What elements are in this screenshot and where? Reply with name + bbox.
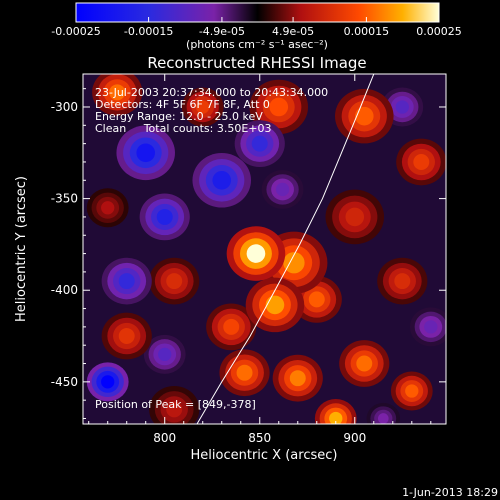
heatmap-cell [101,201,115,215]
colorbar-tick-label: 0.00015 [344,25,390,38]
heatmap-blob [272,354,323,402]
annotation-energy: Energy Range: 12.0 - 25.0 keV [95,110,263,123]
heatmap-blob [149,385,200,424]
footer-date: 1-Jun-2013 18:29 [402,486,498,499]
heatmap-cell [246,244,266,263]
heatmap-cell [345,207,365,227]
x-tick-label: 850 [248,431,271,445]
heatmap-cell [377,413,389,424]
heatmap-cell [212,170,232,190]
heatmap-blob [86,362,129,402]
colorbar-tick-label: -0.00015 [124,25,173,38]
heatmap [86,74,446,424]
y-axis-label: Heliocentric Y (arcsec) [14,176,29,322]
heatmap-blob [149,257,200,305]
heatmap-blob [206,303,257,351]
heatmap-cell [101,375,115,389]
heatmap-blob [245,277,305,333]
heatmap-cell [424,320,438,334]
heatmap-blob [390,371,433,411]
heatmap-blob [86,188,129,228]
chart-title: Reconstructed RHESSI Image [147,54,366,72]
y-tick-label: -350 [51,192,78,206]
annotation-counts: Clean Total counts: 3.50E+03 [95,122,272,135]
colorbar-tick-label: -4.9e-05 [199,25,245,38]
heatmap-blob [234,120,285,168]
heatmap-blob [339,340,390,387]
heatmap-cell [156,208,173,225]
solar-limb-line [196,74,375,424]
heatmap-cell [265,295,285,315]
heatmap-blob [101,312,152,360]
heatmap-cell [166,273,183,290]
heatmap-blob [314,399,357,424]
heatmap-cell [289,370,306,387]
heatmap-blob [92,74,143,116]
heatmap-cell [308,291,325,308]
heatmap-cell [118,273,135,290]
y-tick-label: -450 [51,375,78,389]
y-tick-label: -400 [51,283,78,297]
colorbar-tick-label: 4.9e-05 [272,25,314,38]
heatmap-cell [109,84,126,101]
heatmap-blob [396,138,446,186]
heatmap-blob [226,226,286,281]
heatmap-cell [329,411,343,424]
peak-position-label: Position of Peak = [849,-378] [95,398,256,411]
heatmap-cell [275,182,290,197]
heatmap-cell [118,328,135,345]
heatmap-blob [261,169,304,209]
heatmap-blob [139,193,190,241]
heatmap-cell [166,401,183,418]
colorbar-strip [75,2,440,23]
heatmap-blob [101,257,152,305]
heatmap-cell [136,143,156,163]
heatmap-cell [413,153,430,170]
heatmap-cell [394,273,411,290]
heatmap-cell [283,252,305,274]
heatmap-blob [325,189,385,245]
annotation-block: 23-Jul-2003 20:37:34.000 to 20:43:34.000… [95,86,328,135]
heatmap-cell [158,347,172,362]
heatmap-cell [251,135,268,152]
heatmap-blob [335,88,394,144]
colorbar-tick-label: -0.00025 [51,25,100,38]
heatmap-blob [219,349,270,397]
heatmap-blob [192,153,252,208]
x-tick-label: 800 [153,431,176,445]
heatmap-cell [354,106,374,126]
heatmap-cell [236,364,253,381]
heatmap-blob [181,87,224,127]
heatmap-cell [405,384,419,398]
colorbar: -0.00025 -0.00015 -4.9e-05 4.9e-05 0.00015 0.… [51,2,462,51]
heatmap-blob [409,307,446,347]
x-tick-label: 900 [343,431,366,445]
colorbar-ticks: -0.00025 -0.00015 -4.9e-05 4.9e-05 0.00015 0.… [51,17,462,38]
heatmap-blob [116,125,175,181]
plot-area: 800 850 900 -300 -350 -400 -450 23-Jul-2003 20… [51,73,447,445]
heatmap-cell [395,100,409,114]
heatmap-cell [269,97,289,117]
x-axis-label: Heliocentric X (arcsec) [191,448,338,463]
y-tick-label: -300 [51,100,78,114]
axis-ticks: 800 850 900 -300 -350 -400 -450 [51,74,446,445]
heatmap-cell [223,318,240,335]
heatmap-blob [366,402,401,424]
heatmap-blob [377,257,428,305]
colorbar-tick-label: 0.00025 [416,25,462,38]
heatmap-cell [196,100,210,114]
colorbar-unit-label: (photons cm⁻² s⁻¹ asec⁻²) [186,38,328,51]
annotation-detectors: Detectors: 4F 5F 6F 7F 8F, Att 0 [95,98,270,111]
heatmap-cell [356,355,373,372]
heatmap-blob [143,334,186,374]
annotation-time: 23-Jul-2003 20:37:34.000 to 20:43:34.000 [95,86,328,99]
plot-frame [82,73,447,425]
